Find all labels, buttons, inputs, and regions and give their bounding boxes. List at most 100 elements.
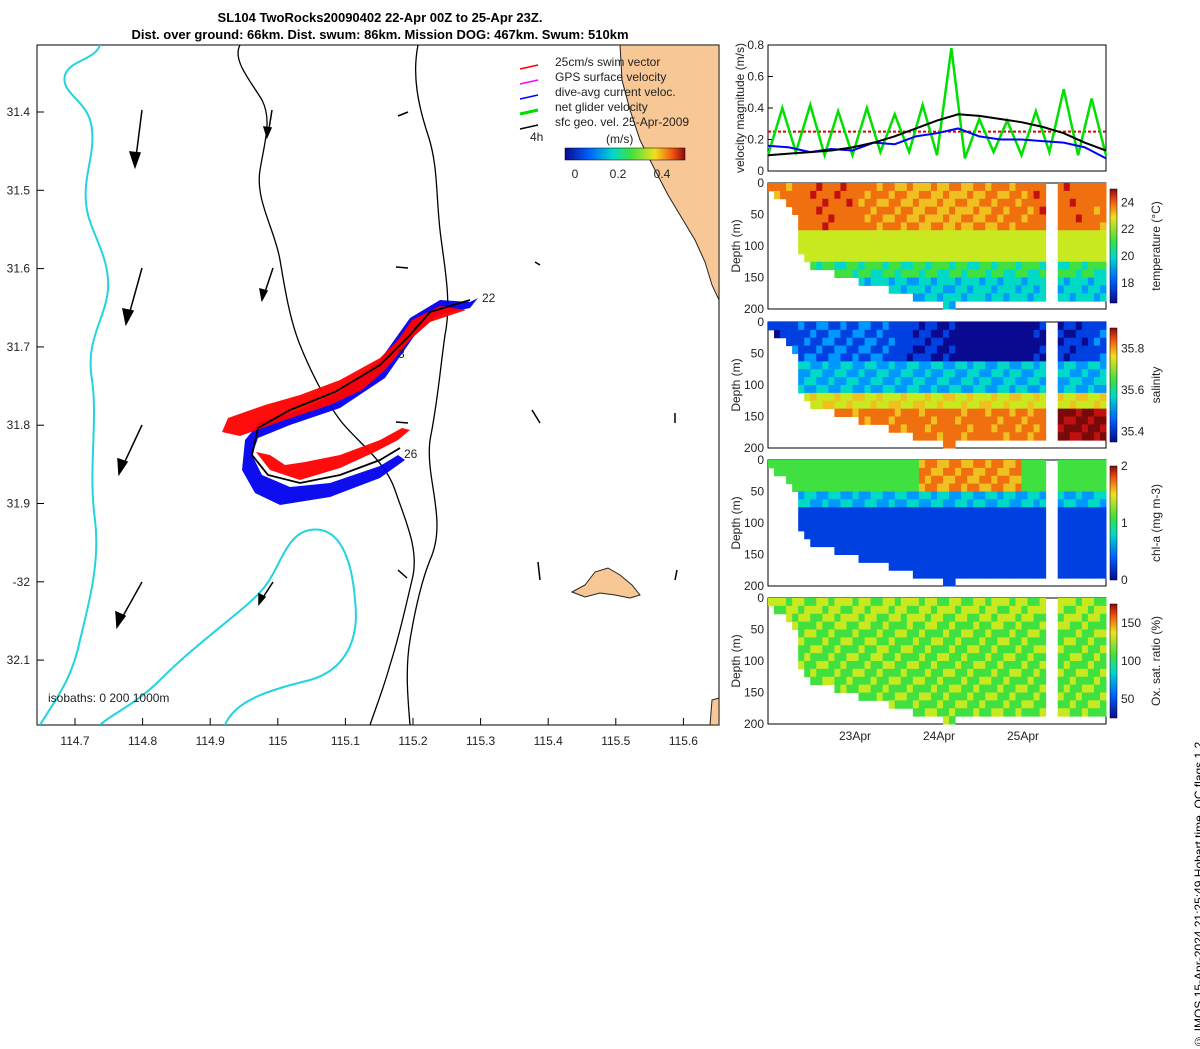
section-cell bbox=[943, 546, 950, 555]
section-cell bbox=[961, 613, 968, 623]
section-cell bbox=[918, 598, 926, 607]
section-cell bbox=[991, 190, 998, 200]
section-cell bbox=[798, 637, 805, 646]
section-cell bbox=[955, 238, 962, 247]
section-cell bbox=[973, 598, 980, 607]
section-cell bbox=[798, 645, 805, 654]
section-cell bbox=[1015, 416, 1022, 425]
section-cell bbox=[822, 238, 829, 247]
section-cell bbox=[1063, 570, 1071, 579]
section-cell bbox=[924, 385, 932, 394]
section-cell bbox=[1015, 238, 1022, 247]
section-cell bbox=[882, 637, 890, 646]
section-cell bbox=[846, 377, 853, 386]
section-1-ylabel: Depth (m) bbox=[729, 358, 743, 411]
section-cell bbox=[822, 261, 829, 271]
section-cell bbox=[1033, 507, 1041, 516]
section-cell bbox=[906, 408, 914, 417]
section-cell bbox=[894, 700, 902, 709]
section-cell bbox=[1075, 570, 1083, 579]
section-cell bbox=[882, 377, 890, 386]
section-cell bbox=[955, 392, 962, 402]
section-cell bbox=[822, 491, 829, 500]
section-cell bbox=[985, 269, 992, 278]
vel-ylabel: velocity magnitude (m/s) bbox=[733, 43, 747, 173]
section-cell bbox=[961, 700, 968, 709]
section-cell bbox=[991, 293, 998, 302]
section-cell bbox=[864, 530, 872, 540]
section-cell bbox=[1063, 253, 1071, 263]
section-cell bbox=[894, 214, 902, 223]
section-cell bbox=[973, 629, 980, 638]
section-cell bbox=[1069, 183, 1077, 192]
section-cell bbox=[894, 515, 902, 524]
section-cell bbox=[828, 190, 835, 200]
section-cell bbox=[840, 269, 847, 278]
section-cell bbox=[1075, 377, 1083, 386]
section-cell bbox=[870, 475, 878, 485]
section-cell bbox=[1003, 515, 1010, 524]
section-cell bbox=[822, 329, 829, 339]
section-cell bbox=[1009, 467, 1016, 477]
section-cell bbox=[882, 408, 890, 417]
section-cell bbox=[912, 460, 920, 469]
section-cell bbox=[937, 400, 944, 410]
section-cell bbox=[822, 460, 829, 469]
section-cell bbox=[1033, 190, 1041, 200]
section-cell bbox=[912, 214, 920, 223]
section-cell bbox=[1075, 467, 1083, 477]
section-cell bbox=[1003, 377, 1010, 386]
section-cell bbox=[906, 385, 914, 394]
section-cell bbox=[955, 629, 962, 638]
section-cell bbox=[937, 230, 944, 239]
section-cell bbox=[1015, 183, 1022, 192]
section-cell bbox=[1081, 353, 1089, 362]
section-cell bbox=[1003, 206, 1010, 215]
section-cell bbox=[780, 190, 787, 200]
section-cell bbox=[852, 261, 860, 271]
section-cell bbox=[1027, 661, 1035, 670]
section-cell bbox=[1057, 285, 1065, 294]
section-0-clabel: temperature (°C) bbox=[1149, 201, 1163, 291]
section-cell bbox=[1069, 277, 1077, 286]
section-cell bbox=[900, 230, 908, 239]
section-cell bbox=[804, 238, 811, 247]
section-cell bbox=[900, 238, 908, 247]
section-cell bbox=[1093, 190, 1101, 200]
section-cell bbox=[864, 369, 872, 378]
section-cell bbox=[822, 598, 829, 607]
section-cell bbox=[834, 598, 841, 607]
section-cell bbox=[798, 206, 805, 215]
section-cell bbox=[949, 230, 956, 239]
section-cell bbox=[894, 246, 902, 255]
section-cell bbox=[1009, 460, 1016, 469]
section-cell bbox=[918, 668, 926, 678]
section-cell bbox=[1057, 700, 1065, 709]
section-cell bbox=[1063, 692, 1071, 701]
section-cell bbox=[924, 483, 932, 492]
section-cell bbox=[894, 530, 902, 540]
section-cell bbox=[937, 293, 944, 302]
section-cell bbox=[1069, 337, 1077, 347]
section-cell bbox=[973, 645, 980, 654]
section-cell bbox=[949, 293, 956, 302]
section-cell bbox=[1003, 668, 1010, 678]
section-cell bbox=[991, 400, 998, 410]
section-cell bbox=[1015, 385, 1022, 394]
section-cell bbox=[1081, 507, 1089, 516]
section-cell bbox=[912, 206, 920, 215]
section-cell bbox=[1075, 361, 1083, 370]
section-cell bbox=[985, 507, 992, 516]
section-cell bbox=[991, 369, 998, 378]
section-cell bbox=[1063, 369, 1071, 378]
section-cell bbox=[955, 408, 962, 417]
section-cell bbox=[1075, 661, 1083, 670]
section-cell bbox=[955, 293, 962, 302]
section-cell bbox=[937, 684, 944, 693]
section-cell bbox=[973, 637, 980, 646]
section-cell bbox=[924, 261, 932, 271]
section-cell bbox=[834, 353, 841, 362]
section-cell bbox=[1081, 613, 1089, 623]
section-cell bbox=[937, 408, 944, 417]
section-cell bbox=[900, 416, 908, 425]
